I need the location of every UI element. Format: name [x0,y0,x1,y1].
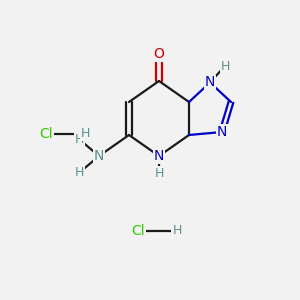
Text: O: O [154,47,164,61]
Text: H: H [75,133,84,146]
Text: H: H [221,60,230,74]
Text: H: H [154,167,164,180]
Text: N: N [217,125,227,139]
Text: H: H [172,224,182,238]
Text: N: N [94,149,104,163]
Text: H: H [81,127,90,140]
Text: N: N [154,149,164,163]
Text: H: H [75,166,84,179]
Text: Cl: Cl [40,127,53,140]
Text: N: N [205,76,215,89]
Text: Cl: Cl [131,224,145,238]
